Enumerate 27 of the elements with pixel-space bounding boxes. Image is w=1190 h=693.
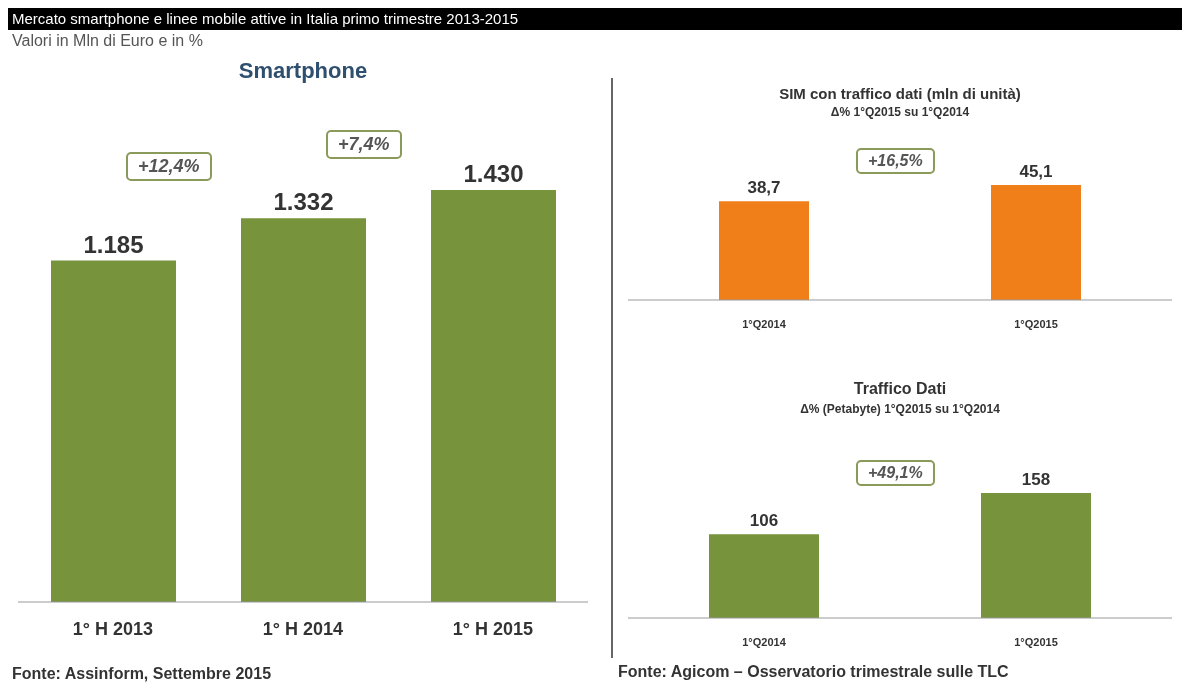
data-label: 38,7 (747, 178, 781, 198)
chart-title: Traffico Dati (852, 380, 948, 398)
text: +12,4% (126, 152, 212, 181)
x-tick-label: 1°Q2014 (742, 317, 787, 330)
text: +49,1% (856, 460, 935, 486)
chart-title: SIM con traffico dati (mln di unità) (778, 85, 1022, 102)
data-label: 1.185 (83, 230, 144, 258)
data-label: 45,1 (1019, 162, 1053, 181)
chart-subtitle: Δ% (Petabyte) 1°Q2015 su 1°Q2014 (799, 402, 1001, 416)
chart-subtitle: Valori in Mln di Euro e in % (12, 32, 203, 50)
data-label: 106 (749, 511, 779, 531)
data-label: 158 (1021, 470, 1051, 489)
data-label: 1.430 (463, 160, 524, 187)
x-tick-label: 1°Q2015 (1014, 317, 1058, 330)
chart-title: Smartphone (237, 58, 369, 84)
x-tick-label: 1° H 2014 (262, 618, 344, 639)
x-tick-label: 1° H 2013 (72, 618, 154, 639)
x-tick-label: 1°Q2015 (1014, 635, 1058, 648)
source-note: Fonte: Assinform, Settembre 2015 (12, 665, 272, 683)
data-label: 1.332 (273, 188, 334, 216)
chart-subtitle: Δ% 1°Q2015 su 1°Q2014 (829, 105, 971, 119)
x-tick-label: 1°Q2014 (742, 635, 787, 648)
text: Mercato smartphone e linee mobile attive in Italia primo trimestre 2013-2015 (8, 8, 1182, 30)
x-tick-label: 1° H 2015 (452, 618, 534, 639)
source-note: Fonte: Agicom – Osservatorio trimestrale sulle TLC (618, 663, 1009, 681)
text: +16,5% (856, 148, 935, 174)
text: +7,4% (326, 130, 402, 159)
